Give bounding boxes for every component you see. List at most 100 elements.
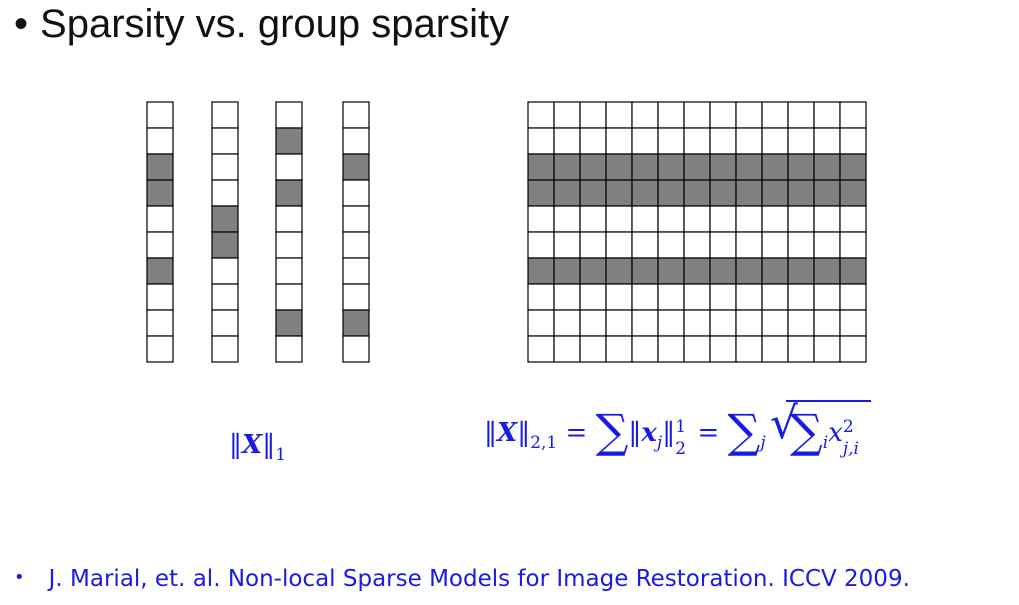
group-empty-cell — [527, 335, 555, 363]
group-filled-cell — [787, 153, 815, 181]
sparse-empty-cell — [342, 257, 370, 285]
group-filled-cell — [657, 179, 685, 207]
group-empty-cell — [683, 205, 711, 233]
group-empty-cell — [735, 101, 763, 129]
group-empty-cell — [527, 127, 555, 155]
sparse-empty-cell — [342, 335, 370, 363]
title-text: Sparsity vs. group sparsity — [40, 2, 510, 46]
group-empty-cell — [579, 231, 607, 259]
group-empty-cell — [579, 335, 607, 363]
group-empty-cell — [709, 205, 737, 233]
group-filled-cell — [813, 257, 841, 285]
sparse-empty-cell — [211, 101, 239, 129]
group-empty-cell — [631, 205, 659, 233]
group-filled-cell — [761, 153, 789, 181]
l21-norm-formula: ‖X‖2,1 = ∑‖xj‖ 1 2 = ∑j √ ∑ix 2 j,i — [484, 398, 871, 459]
group-filled-cell — [709, 153, 737, 181]
group-empty-cell — [709, 335, 737, 363]
sparse-filled-cell — [146, 257, 174, 285]
group-empty-cell — [839, 335, 867, 363]
sparse-empty-cell — [275, 153, 303, 181]
sparse-filled-cell — [342, 309, 370, 337]
group-empty-cell — [813, 335, 841, 363]
group-filled-cell — [631, 153, 659, 181]
sparse-empty-cell — [211, 153, 239, 181]
group-empty-cell — [761, 309, 789, 337]
group-filled-cell — [735, 179, 763, 207]
sparse-empty-cell — [211, 127, 239, 155]
sparse-filled-cell — [211, 205, 239, 233]
group-empty-cell — [631, 231, 659, 259]
sparse-empty-cell — [342, 231, 370, 259]
group-empty-cell — [813, 283, 841, 311]
group-empty-cell — [683, 335, 711, 363]
group-filled-cell — [709, 257, 737, 285]
group-empty-cell — [709, 127, 737, 155]
group-empty-cell — [579, 309, 607, 337]
group-empty-cell — [813, 101, 841, 129]
sparse-empty-cell — [211, 309, 239, 337]
sparse-empty-cell — [146, 127, 174, 155]
group-empty-cell — [839, 205, 867, 233]
group-empty-cell — [839, 101, 867, 129]
group-empty-cell — [709, 309, 737, 337]
group-empty-cell — [553, 335, 581, 363]
group-empty-cell — [683, 231, 711, 259]
group-empty-cell — [735, 231, 763, 259]
sparse-filled-cell — [275, 309, 303, 337]
group-empty-cell — [631, 101, 659, 129]
group-filled-cell — [605, 257, 633, 285]
group-empty-cell — [605, 309, 633, 337]
group-empty-cell — [839, 283, 867, 311]
group-empty-cell — [709, 231, 737, 259]
group-filled-cell — [813, 179, 841, 207]
group-filled-cell — [839, 153, 867, 181]
group-filled-cell — [553, 179, 581, 207]
group-empty-cell — [709, 283, 737, 311]
group-empty-cell — [553, 101, 581, 129]
sqrt-sign: √ — [769, 398, 798, 449]
group-empty-cell — [579, 283, 607, 311]
group-empty-cell — [579, 127, 607, 155]
group-empty-cell — [631, 127, 659, 155]
group-empty-cell — [527, 283, 555, 311]
group-filled-cell — [709, 179, 737, 207]
group-empty-cell — [787, 205, 815, 233]
group-filled-cell — [813, 153, 841, 181]
group-filled-cell — [787, 257, 815, 285]
sparse-filled-cell — [275, 127, 303, 155]
sparse-empty-cell — [146, 231, 174, 259]
group-empty-cell — [579, 205, 607, 233]
sparse-filled-cell — [211, 231, 239, 259]
sparse-empty-cell — [146, 205, 174, 233]
group-empty-cell — [683, 309, 711, 337]
sqrt-group: √ ∑ix 2 j,i — [770, 398, 871, 459]
group-empty-cell — [527, 205, 555, 233]
l1-norm-formula: ‖X‖1 — [229, 430, 287, 465]
sparse-filled-cell — [342, 153, 370, 181]
sparse-empty-cell — [275, 205, 303, 233]
sparse-empty-cell — [211, 257, 239, 285]
group-empty-cell — [761, 335, 789, 363]
reference-bullet: • — [14, 567, 25, 588]
sparse-empty-cell — [342, 101, 370, 129]
group-empty-cell — [527, 101, 555, 129]
reference-text: J. Marial, et. al. Non-local Sparse Mode… — [48, 566, 910, 592]
group-empty-cell — [813, 205, 841, 233]
group-empty-cell — [839, 127, 867, 155]
group-empty-cell — [605, 127, 633, 155]
group-empty-cell — [787, 101, 815, 129]
group-empty-cell — [657, 335, 685, 363]
group-empty-cell — [657, 127, 685, 155]
group-empty-cell — [761, 127, 789, 155]
group-empty-cell — [605, 205, 633, 233]
group-filled-cell — [735, 257, 763, 285]
group-empty-cell — [735, 205, 763, 233]
sparse-empty-cell — [275, 283, 303, 311]
group-empty-cell — [527, 309, 555, 337]
group-filled-cell — [839, 179, 867, 207]
group-empty-cell — [813, 231, 841, 259]
group-empty-cell — [605, 101, 633, 129]
group-filled-cell — [787, 179, 815, 207]
group-filled-cell — [553, 153, 581, 181]
